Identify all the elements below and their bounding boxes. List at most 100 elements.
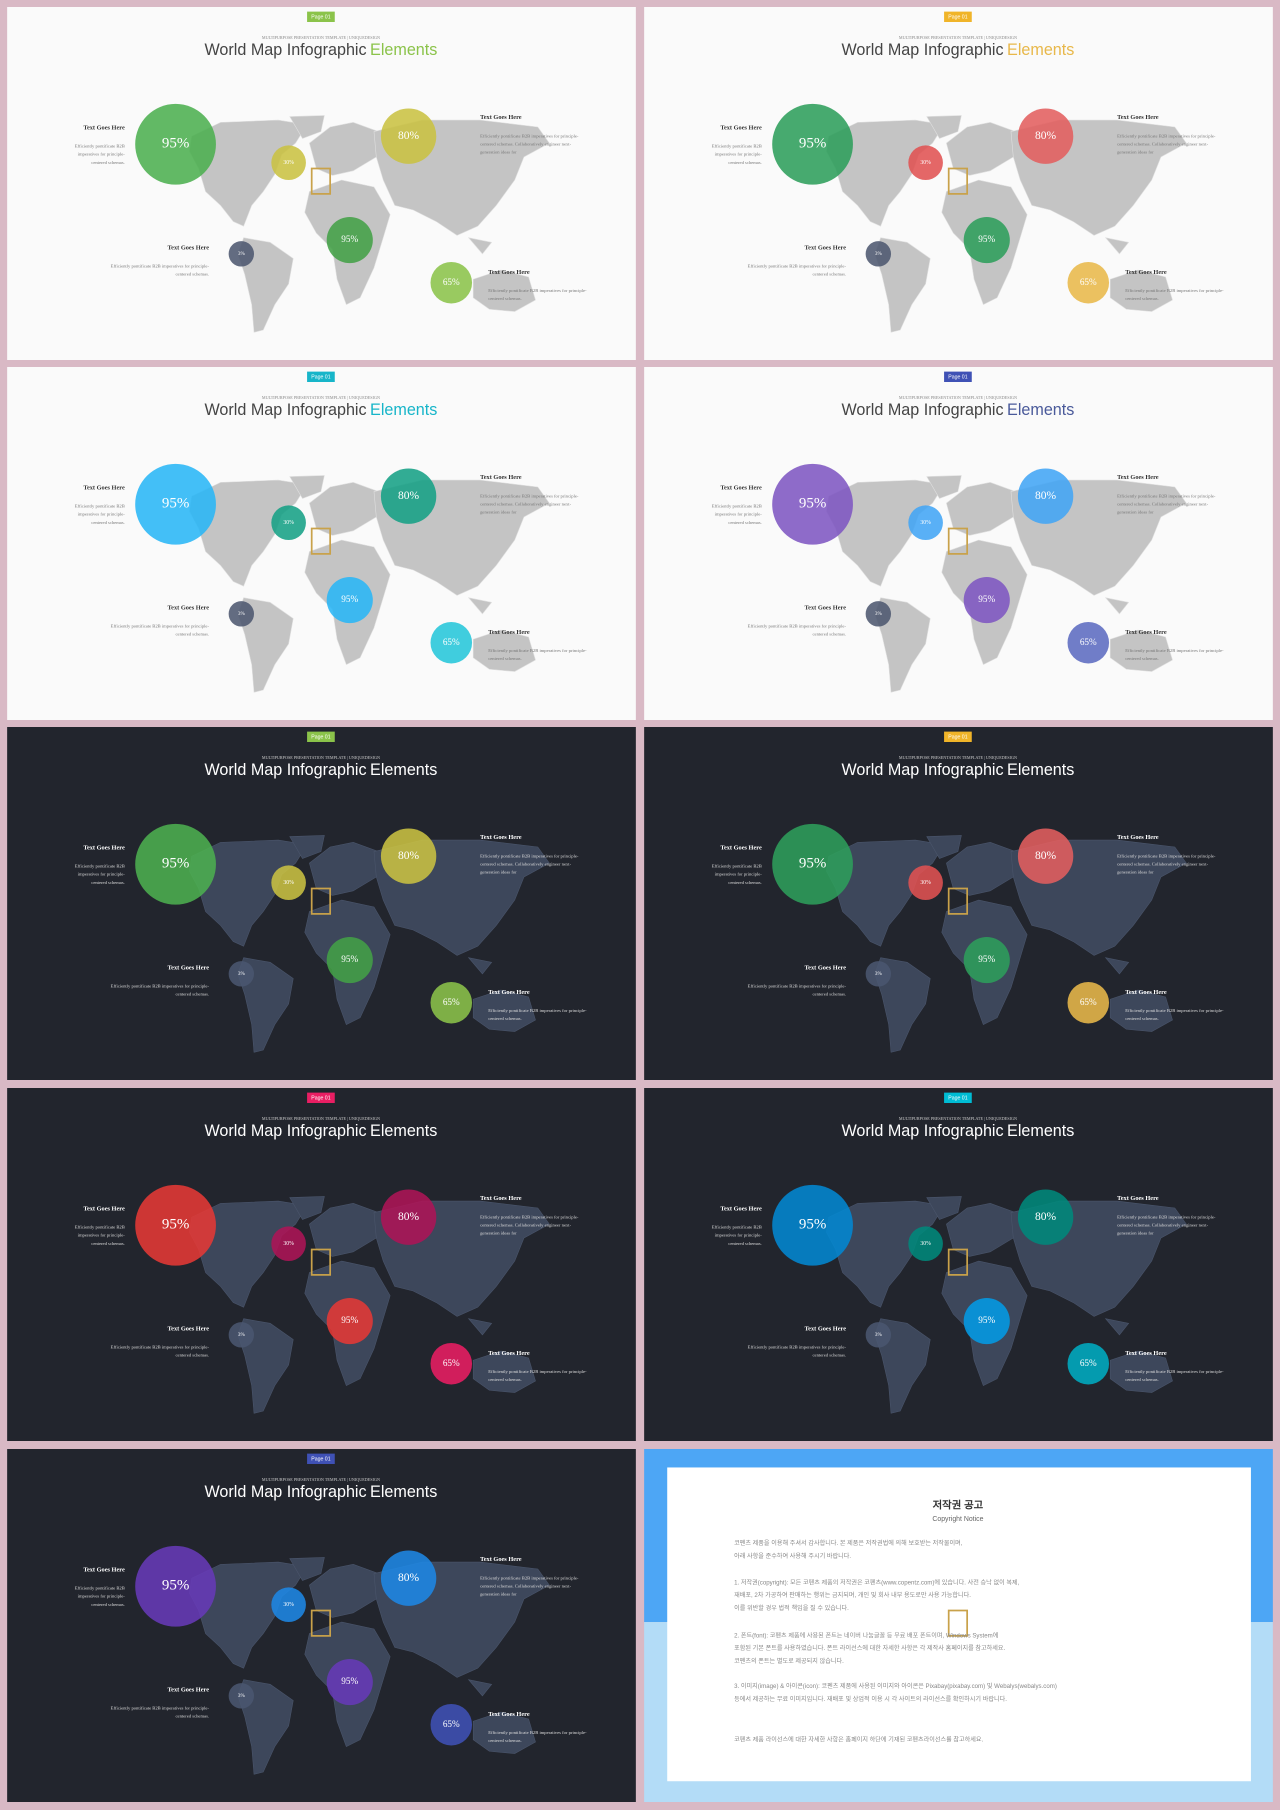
bubble (326, 936, 373, 984)
map-continent (874, 1318, 931, 1414)
block-heading: Text Goes Here (1117, 114, 1159, 121)
subtitle: MULTIPURPOSE PRESENTATION TEMPLATE | UNI… (899, 1116, 1017, 1121)
bubble (865, 961, 892, 987)
map-slide: Page 01 MULTIPURPOSE PRESENTATION TEMPLAT… (7, 1449, 636, 1802)
block-text: imperatives for principle- (78, 1594, 126, 1599)
bubble-label: 95% (341, 1315, 358, 1325)
bubble-label: 65% (1080, 637, 1097, 647)
block-text: Efficiently pontificate B2B imperatives … (480, 1575, 579, 1580)
bubble-label: 95% (799, 136, 826, 152)
map-slide: Page 01 MULTIPURPOSE PRESENTATION TEMPLAT… (7, 7, 636, 360)
block-heading: Text Goes Here (488, 1711, 530, 1718)
bubble-label: 95% (978, 954, 995, 964)
map-slide: Page 01 MULTIPURPOSE PRESENTATION TEMPLAT… (644, 727, 1273, 1080)
slide-background (644, 367, 1273, 720)
map-continent (826, 839, 945, 947)
bubble (228, 1322, 255, 1348)
block-text: Efficiently pontificate B2B imperatives … (480, 133, 579, 138)
page-tag (944, 1092, 972, 1103)
bubble (430, 621, 473, 664)
block-text: Efficiently pontificate B2B (712, 864, 762, 869)
bubble-label: 65% (1080, 1358, 1097, 1368)
bubble-label: 3% (238, 971, 246, 977)
map-slide: Page 01 MULTIPURPOSE PRESENTATION TEMPLAT… (7, 727, 636, 1080)
block-text: Efficiently pontificate B2B imperatives … (111, 264, 210, 269)
bubble-label: 3% (238, 1332, 246, 1338)
block-text: generation ideas for (1117, 1230, 1154, 1235)
bubble-label: 95% (162, 496, 189, 512)
notice-text: 3. 이미지(image) & 아이콘(icon): 코펜츠 제품에 사용된 이… (734, 1682, 1057, 1690)
bubble (430, 1703, 473, 1746)
notice-card (667, 1467, 1251, 1782)
block-text: Efficiently pontificate B2B imperatives … (748, 984, 847, 989)
bubble-label: 95% (341, 234, 358, 244)
map-continent (467, 1318, 493, 1336)
logo-badge (947, 527, 969, 555)
title-accent: Elements (1007, 1122, 1074, 1140)
bubble-label: 30% (283, 1602, 294, 1608)
map-continent (472, 1711, 536, 1754)
map-continent (826, 119, 945, 227)
bubble-label: 95% (978, 1315, 995, 1325)
map-continent (237, 1679, 294, 1775)
bubble (865, 241, 892, 267)
map-continent (1104, 237, 1130, 255)
page-tag-label: Page 01 (311, 375, 330, 381)
title-main: World Map Infographic (204, 41, 366, 59)
bubble-label: 95% (341, 1676, 358, 1686)
bubble (135, 823, 216, 905)
block-text: Efficiently pontificate B2B (75, 864, 125, 869)
block-text: generation ideas for (1117, 869, 1154, 874)
map-continent (1109, 989, 1173, 1032)
logo-badge (310, 1248, 332, 1276)
bubble-label: 95% (341, 954, 358, 964)
block-text: centered schemas. (488, 1377, 522, 1382)
bubble (1017, 468, 1074, 524)
notice-subtitle: Copyright Notice (932, 1516, 983, 1523)
bubble (1067, 621, 1110, 664)
map-continent (926, 835, 962, 859)
page-tag-label: Page 01 (948, 735, 967, 741)
block-heading: Text Goes Here (83, 845, 125, 852)
bubble (271, 865, 306, 901)
page-tag-label: Page 01 (948, 15, 967, 21)
block-text: Efficiently pontificate B2B imperatives … (1117, 493, 1216, 498)
notice-text: 아래 사항을 준수하여 사용해 주시기 바랍니다. (734, 1552, 851, 1560)
page-tag-label: Page 01 (948, 1096, 967, 1102)
map-continent (826, 479, 945, 587)
bubble (908, 1226, 943, 1262)
block-text: Efficiently pontificate B2B (712, 144, 762, 149)
block-text: centered schemas. (175, 1714, 209, 1719)
block-text: Efficiently pontificate B2B imperatives … (1125, 1008, 1224, 1013)
bubble (865, 601, 892, 627)
page-tag (307, 11, 335, 22)
block-heading: Text Goes Here (720, 845, 762, 852)
map-continent (1104, 597, 1130, 615)
block-heading: Text Goes Here (480, 1195, 522, 1202)
block-heading: Text Goes Here (488, 269, 530, 276)
title-accent: Elements (370, 401, 437, 419)
bubble (380, 468, 437, 524)
title-main: World Map Infographic (841, 401, 1003, 419)
bubble-label: 95% (162, 1578, 189, 1594)
bubble (228, 1683, 255, 1709)
block-text: centered schemas. Collaboratively engine… (1117, 501, 1208, 506)
notice-text: 포함된 기본 폰트를 사용하였습니다. 폰트 라이선스에 대한 자세한 사항은 … (734, 1644, 1005, 1652)
title-main: World Map Infographic (841, 41, 1003, 59)
title-main: World Map Infographic (841, 1122, 1003, 1140)
map-continent (472, 1350, 536, 1393)
block-text: imperatives for principle- (715, 1233, 763, 1238)
bubble (1017, 1189, 1074, 1245)
page-tag-label: Page 01 (311, 15, 330, 21)
block-heading: Text Goes Here (168, 1326, 210, 1333)
bubble-label: 65% (443, 1358, 460, 1368)
page-tag (944, 11, 972, 22)
title: World Map Infographic Elements (841, 761, 1074, 779)
bubble-label: 80% (1035, 850, 1057, 862)
title-accent: Elements (370, 1483, 437, 1501)
bubble-label: 65% (1080, 997, 1097, 1007)
block-text: Efficiently pontificate B2B imperatives … (480, 493, 579, 498)
page-tag (307, 1092, 335, 1103)
bubble (326, 576, 373, 624)
